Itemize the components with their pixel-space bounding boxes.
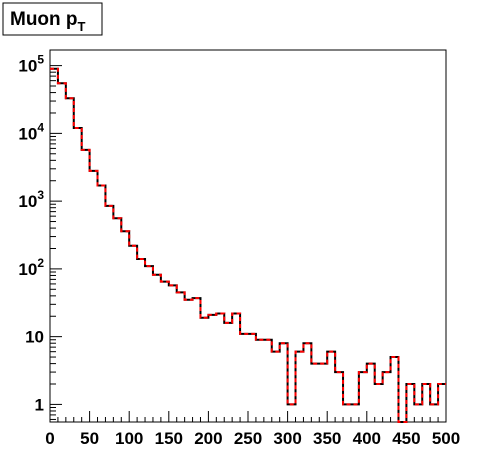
x-tick-label: 0 (45, 429, 54, 448)
x-tick-label: 150 (155, 429, 183, 448)
x-tick-label: 350 (313, 429, 341, 448)
chart-title-subscript: T (78, 19, 86, 34)
plot-frame (49, 49, 447, 423)
x-tick-label: 300 (273, 429, 301, 448)
series-solid-line (50, 67, 446, 423)
y-tick-label: 103 (18, 188, 44, 211)
x-tick-label: 50 (80, 429, 99, 448)
histogram-series (50, 67, 446, 423)
svg-text:Muon pT: Muon pT (10, 9, 86, 34)
y-tick-label: 102 (18, 256, 44, 279)
series-dashed-line (50, 67, 446, 423)
ticks (49, 65, 447, 422)
y-tick-label: 105 (18, 53, 44, 76)
title-box: Muon pT (2, 2, 103, 36)
x-tick-label: 450 (392, 429, 420, 448)
x-tick-label: 400 (353, 429, 381, 448)
x-tick-label: 200 (194, 429, 222, 448)
y-tick-label: 10 (25, 328, 44, 347)
chart-title: Muon p (10, 9, 78, 30)
axes (49, 49, 447, 423)
x-tick-label: 500 (432, 429, 460, 448)
tick-labels: 0 50 100 150 200 250 300 350 400 450 500 1 10 102 103 1… (18, 53, 460, 448)
y-tick-label: 1 (35, 395, 44, 414)
x-tick-label: 100 (115, 429, 143, 448)
y-tick-label: 104 (18, 120, 44, 143)
x-tick-label: 250 (234, 429, 262, 448)
